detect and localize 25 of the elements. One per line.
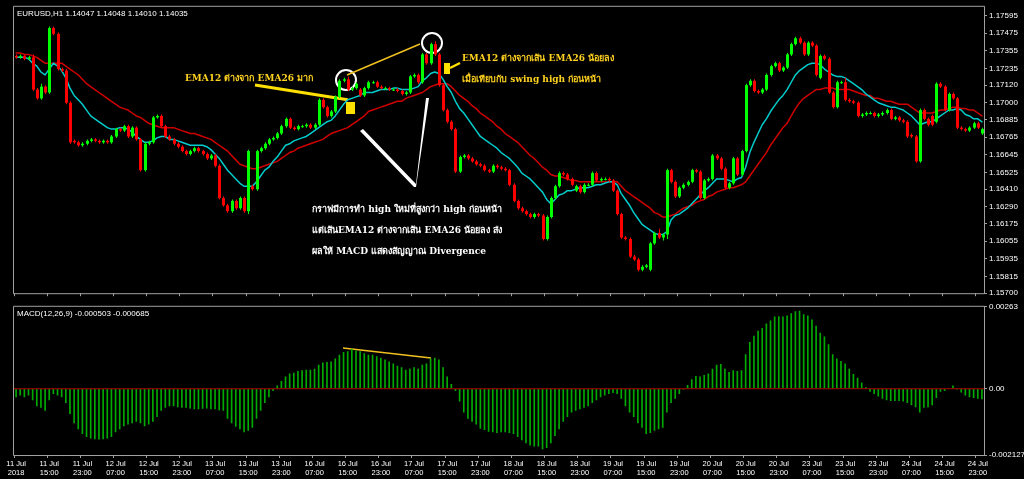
y-tick-label: 1.15700 xyxy=(989,288,1019,298)
y-tick-label: 0.00263 xyxy=(989,302,1019,311)
y-tick-label: 1.16885 xyxy=(989,114,1019,124)
y-tick-label: 1.16765 xyxy=(989,132,1019,142)
y-tick-label: 0.00 xyxy=(989,383,1006,393)
text: กราฟมีการทำ high ใหม่ที่สูงกว่า high ก่อนหน้า แต่เส้นEMA12 ต่างจากเส้น EMA26 น้อยลง ส่ง ผลให้ MACD แสดงสัญญาณ Divergence xyxy=(312,204,503,256)
y-tick-label: 1.17595 xyxy=(989,10,1019,20)
y-tick-label: -0.002127 xyxy=(989,450,1024,460)
y-tick-label: 1.16410 xyxy=(989,184,1019,194)
y-tick-label: 1.17235 xyxy=(989,63,1019,73)
y-tick-label: 1.15935 xyxy=(989,253,1019,263)
y-tick-label: 1.16055 xyxy=(989,236,1019,246)
y-tick-label: 1.16645 xyxy=(989,149,1019,159)
text: EMA12 ต่างจากเส้น EMA26 น้อยลง เมื่อเทียบกับ swing high ก่อนหน้า xyxy=(462,53,615,84)
y-tick-label: 1.15815 xyxy=(989,271,1019,281)
y-tick-label: 1.17475 xyxy=(989,28,1019,38)
chart-title: MACD(12,26,9) -0.000503 -0.000685 xyxy=(17,309,150,318)
y-tick-label: 1.17355 xyxy=(989,45,1019,55)
y-tick-label: 1.17000 xyxy=(989,97,1019,107)
y-tick-label: 1.16290 xyxy=(989,201,1019,211)
y-tick-label: 1.16175 xyxy=(989,218,1019,228)
y-tick-label: 1.16525 xyxy=(989,167,1019,177)
chart-title: EURUSD,H1 1.14047 1.14048 1.14010 1.14035 xyxy=(17,9,189,18)
annotation: EMA12 ต่างจาก EMA26 มาก xyxy=(185,73,314,83)
y-tick-label: 1.17120 xyxy=(989,80,1019,90)
